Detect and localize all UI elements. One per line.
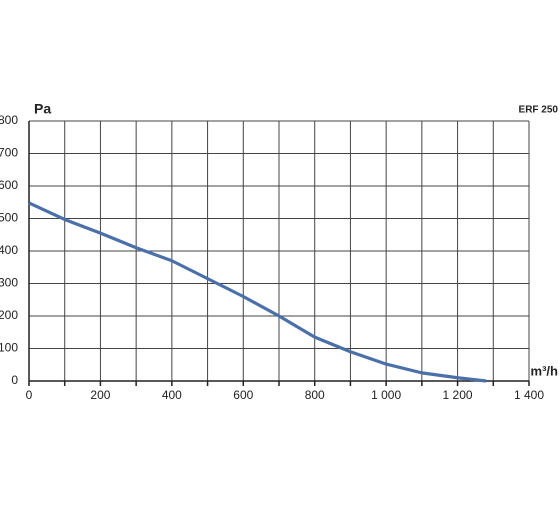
y-tick-label: 0 xyxy=(11,373,18,387)
y-tick-label: 100 xyxy=(0,341,18,355)
x-tick-label: 1 000 xyxy=(371,388,401,402)
chart-title: ERF 250 xyxy=(519,105,559,116)
y-tick-label: 500 xyxy=(0,211,18,225)
x-tick-label: 1 400 xyxy=(514,388,544,402)
x-axis-label: m³/h xyxy=(531,363,559,378)
x-tick-label: 200 xyxy=(90,388,110,402)
y-tick-label: 200 xyxy=(0,308,18,322)
x-tick-label: 1 200 xyxy=(443,388,473,402)
x-tick-label: 600 xyxy=(233,388,253,402)
y-tick-label: 800 xyxy=(0,113,18,127)
y-axis-label: Pa xyxy=(34,101,51,117)
x-tick-label: 800 xyxy=(305,388,325,402)
y-tick-label: 300 xyxy=(0,276,18,290)
y-tick-label: 600 xyxy=(0,178,18,192)
x-tick-label: 0 xyxy=(26,388,33,402)
data-line xyxy=(28,201,487,383)
y-tick-label: 400 xyxy=(0,243,18,257)
y-tick-label: 700 xyxy=(0,146,18,160)
x-tick-label: 400 xyxy=(162,388,182,402)
